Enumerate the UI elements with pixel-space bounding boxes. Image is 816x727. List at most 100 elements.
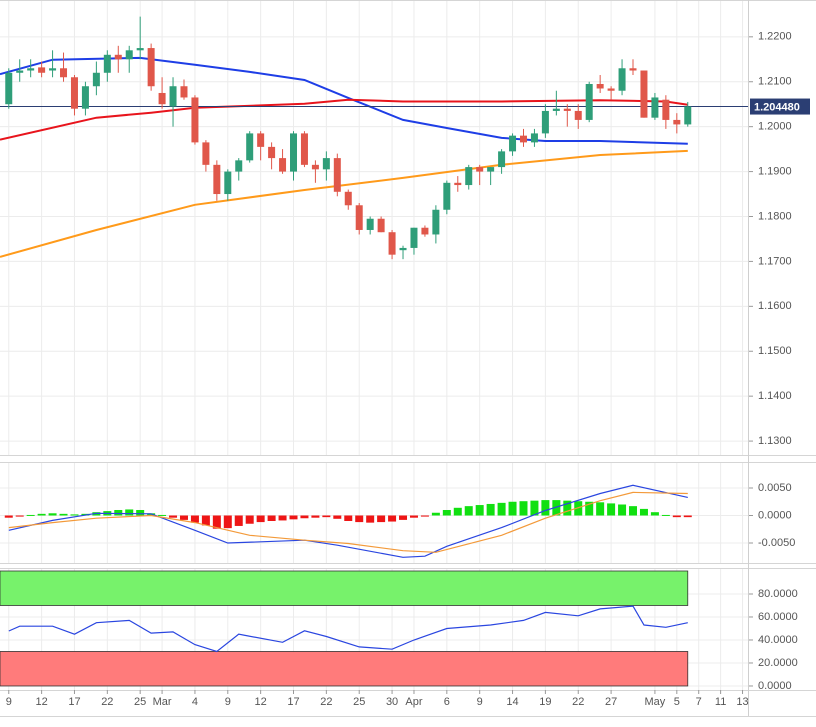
candle-body [60,68,68,78]
y-tick-label: 60.0000 [758,611,798,623]
candle-body [158,92,166,105]
candle-body [530,133,538,143]
histogram-bar [59,513,68,516]
y-tick-label: 1.1500 [758,345,792,357]
candle-body [290,133,298,172]
y-tick-label: 20.0000 [758,657,798,669]
histogram-bar [508,501,517,516]
last-price-box [750,98,810,115]
candle-body [574,110,582,120]
histogram-bar [234,515,243,526]
x-tick-label: 27 [605,696,617,708]
candle-body [618,68,626,91]
candle-body [224,171,232,195]
candle-body [81,86,89,109]
candle-body [136,48,144,51]
x-tick-label: 9 [477,696,483,708]
histogram-bar [420,515,429,517]
histogram-bar [639,508,648,516]
y-tick-label: 1.1600 [758,300,792,312]
candle-body [103,54,111,73]
candle-body [519,135,527,143]
histogram-bar [475,505,484,516]
x-tick-label: Mar [153,696,172,708]
candle-body [552,108,560,111]
histogram-bar [409,515,418,518]
x-tick-label: 25 [353,696,365,708]
candle-body [541,110,549,134]
y-tick-label: 1.2200 [758,31,792,43]
y-tick-label: -0.0050 [758,537,795,549]
candle-body [662,99,670,120]
candle-body [268,146,276,159]
candle-body [432,209,440,235]
histogram-bar [661,514,670,516]
histogram-bar [344,515,353,521]
x-tick-label: 4 [192,696,198,708]
histogram-bar [333,515,342,519]
candle-body [651,97,659,118]
histogram-bar [245,515,254,524]
candle-body [49,68,57,71]
candle-body [246,133,254,161]
y-tick-label: 1.1700 [758,255,792,267]
histogram-bar [114,509,123,516]
histogram-bar [388,515,397,522]
histogram-bar [585,501,594,516]
histogram-bar [519,501,528,516]
histogram-bar [563,500,572,516]
candle-body [92,72,100,87]
x-tick-label: 12 [35,696,47,708]
histogram-bar [223,515,232,529]
y-tick-label: 1.2000 [758,121,792,133]
histogram-bar [289,515,298,520]
candle-body [114,54,122,60]
x-tick-label: 7 [696,696,702,708]
histogram-bar [464,506,473,516]
histogram-bar [683,515,692,518]
histogram-bar [607,503,616,516]
histogram-bar [4,515,13,518]
candle-body [563,108,571,111]
histogram-bar [15,515,24,517]
histogram-bar [399,515,408,520]
candle-body [213,164,221,195]
y-tick-label: 1.1800 [758,210,792,222]
histogram-bar [256,515,265,523]
indicator-line [0,149,688,258]
indicator-line [8,491,688,553]
histogram-bar [190,515,199,523]
candle-body [607,88,615,91]
candle-body [465,167,473,186]
y-tick-label: 1.1900 [758,165,792,177]
candle-body [388,232,396,255]
candle-body [125,50,133,60]
candle-body [202,142,210,165]
histogram-bar [552,500,561,516]
x-tick-label: 6 [444,696,450,708]
histogram-bar [48,513,57,516]
candle-body [366,218,374,230]
candle-body [377,218,385,233]
candle-body [169,86,177,107]
histogram-bar [650,512,659,516]
candle-body [421,227,429,235]
candle-body [487,167,495,172]
y-tick-label: 80.0000 [758,588,798,600]
indicator-line [8,605,688,653]
y-tick-label: 0.0050 [758,482,792,494]
candle-body [235,160,243,172]
histogram-bar [300,515,309,519]
histogram-bar [486,503,495,516]
y-tick-label: 1.1300 [758,435,792,447]
histogram-bar [169,515,178,518]
histogram-bar [37,513,46,516]
candle-body [673,119,681,125]
histogram-bar [431,512,440,516]
candle-body [16,70,24,73]
histogram-bar [212,515,221,529]
candle-body [333,158,341,192]
histogram-bar [618,504,627,516]
